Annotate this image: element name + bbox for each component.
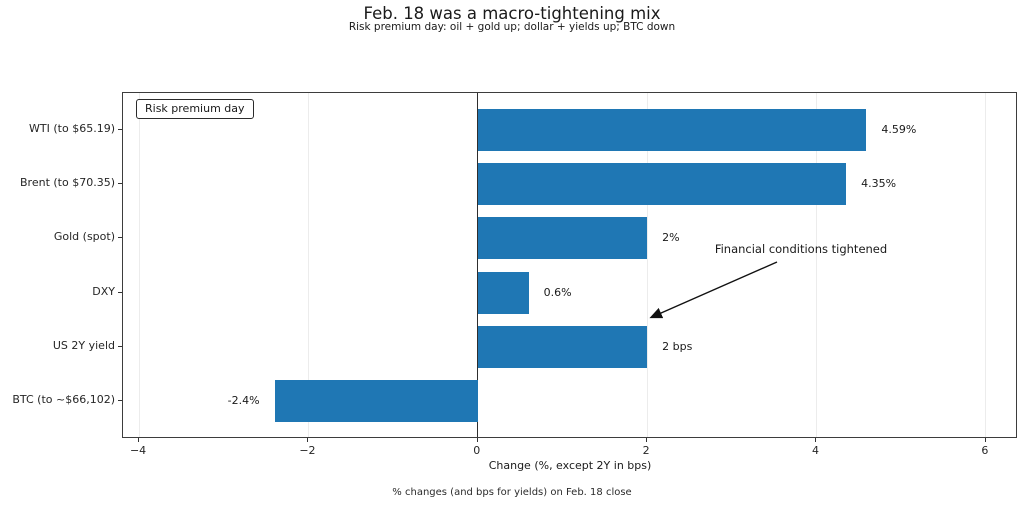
bar: [477, 163, 847, 206]
y-tick-label: Brent (to $70.35): [20, 176, 115, 190]
bar-value-label: 4.35%: [861, 177, 897, 191]
plot-area: Risk premium day Financial conditions ti…: [122, 92, 1017, 438]
bar: [477, 217, 648, 260]
x-tick-mark: [476, 438, 478, 442]
zero-axis-line: [477, 93, 479, 437]
gridline: [307, 93, 309, 437]
x-tick-mark: [984, 438, 986, 442]
x-tick-label: 6: [981, 444, 989, 457]
y-tick-label: BTC (to ~$66,102): [12, 393, 115, 406]
gridline: [985, 93, 987, 437]
legend-label: Risk premium day: [145, 102, 245, 115]
y-tick-label: Gold (spot): [53, 230, 115, 244]
footer-caption: % changes (and bps for yields) on Feb. 1…: [392, 487, 632, 498]
bar-value-label: 2%: [662, 231, 680, 245]
x-tick-label: 2: [642, 444, 650, 457]
bar-value-label: 2 bps: [662, 339, 693, 353]
bar-value-label: 0.6%: [543, 285, 572, 299]
x-tick-label: 4: [811, 444, 819, 457]
chart-title: Feb. 18 was a macro-tightening mix: [363, 4, 661, 23]
y-tick-mark: [118, 183, 122, 185]
bar: [274, 380, 478, 422]
y-tick-mark: [118, 345, 122, 347]
x-tick-mark: [138, 438, 140, 442]
gridline: [646, 93, 648, 437]
x-axis-label: Change (%, except 2Y in bps): [488, 459, 652, 472]
gridline: [138, 93, 140, 437]
y-tick-mark: [118, 237, 122, 239]
bar-value-label: -2.4%: [227, 394, 260, 407]
bar: [477, 325, 648, 368]
bar-value-label: 4.59%: [881, 123, 917, 136]
x-tick-label: 0: [473, 444, 481, 457]
x-tick-mark: [815, 438, 817, 442]
y-tick-label: DXY: [92, 284, 115, 298]
x-tick-label: −2: [299, 444, 316, 457]
legend: Risk premium day: [136, 99, 254, 119]
x-tick-mark: [307, 438, 309, 442]
y-tick-label: US 2Y yield: [52, 338, 115, 352]
y-tick-mark: [118, 129, 122, 130]
y-tick-label: WTI (to $65.19): [29, 122, 115, 135]
y-tick-mark: [118, 291, 122, 293]
x-tick-mark: [646, 438, 648, 442]
y-tick-mark: [118, 400, 122, 401]
bar: [477, 271, 529, 314]
chart-subtitle: Risk premium day: oil + gold up; dollar …: [348, 21, 676, 33]
x-tick-label: −4: [129, 444, 147, 457]
annotation-text: Financial conditions tightened: [714, 242, 888, 256]
bar: [477, 109, 867, 151]
gridline: [815, 93, 817, 437]
